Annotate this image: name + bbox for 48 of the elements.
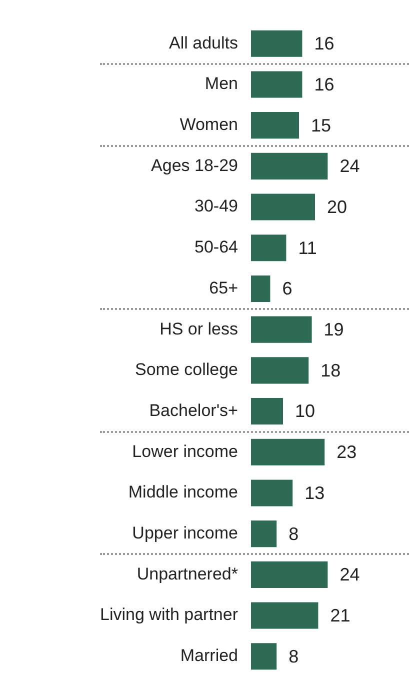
bar: [251, 234, 286, 262]
y-tick-label: Married: [180, 646, 238, 666]
y-tick-label: Women: [180, 115, 238, 134]
data-label: 16: [314, 34, 334, 54]
bar: [251, 152, 328, 180]
data-label: 16: [314, 74, 334, 94]
data-label: 18: [320, 360, 341, 380]
data-label: 8: [288, 524, 299, 544]
bar: [251, 275, 270, 302]
bar: [251, 520, 277, 548]
data-label: 15: [311, 115, 332, 136]
y-tick-label: HS or less: [160, 319, 238, 338]
data-label: 10: [295, 401, 316, 422]
bar: [251, 643, 277, 670]
bar: [251, 194, 315, 220]
y-tick-label: All adults: [169, 33, 238, 52]
y-tick-label: Living with partner: [100, 605, 238, 624]
data-label: 11: [298, 238, 317, 258]
y-tick-label: Ages 18-29: [151, 156, 238, 175]
y-tick-label: Upper income: [132, 524, 238, 543]
bar: [251, 30, 302, 57]
bar: [251, 71, 302, 98]
data-label: 21: [330, 605, 350, 626]
y-tick-label: Bachelor's+: [149, 400, 238, 420]
bar: [251, 357, 309, 384]
y-tick-label: Men: [204, 74, 238, 94]
data-label: 24: [340, 564, 360, 585]
data-label: 24: [340, 156, 360, 176]
y-tick-label: Unpartnered*: [136, 564, 238, 584]
bar: [251, 398, 283, 425]
bar: [251, 480, 293, 506]
data-label: 19: [324, 320, 344, 340]
y-tick-label: Middle income: [128, 482, 238, 502]
y-tick-label: 50-64: [194, 238, 238, 257]
bar: [251, 112, 299, 139]
data-label: 8: [288, 646, 299, 666]
y-tick-label: 65+: [209, 278, 238, 298]
bar: [251, 561, 328, 588]
bar: [251, 438, 325, 466]
y-tick-label: Some college: [134, 360, 238, 380]
data-label: 13: [304, 482, 325, 503]
y-tick-label: 30-49: [194, 196, 238, 216]
y-tick-label: Lower income: [132, 442, 238, 461]
bar: [251, 316, 312, 343]
data-label: 23: [336, 442, 357, 462]
bar: [251, 602, 318, 629]
data-label: 20: [327, 196, 348, 217]
data-label: 6: [282, 278, 292, 299]
